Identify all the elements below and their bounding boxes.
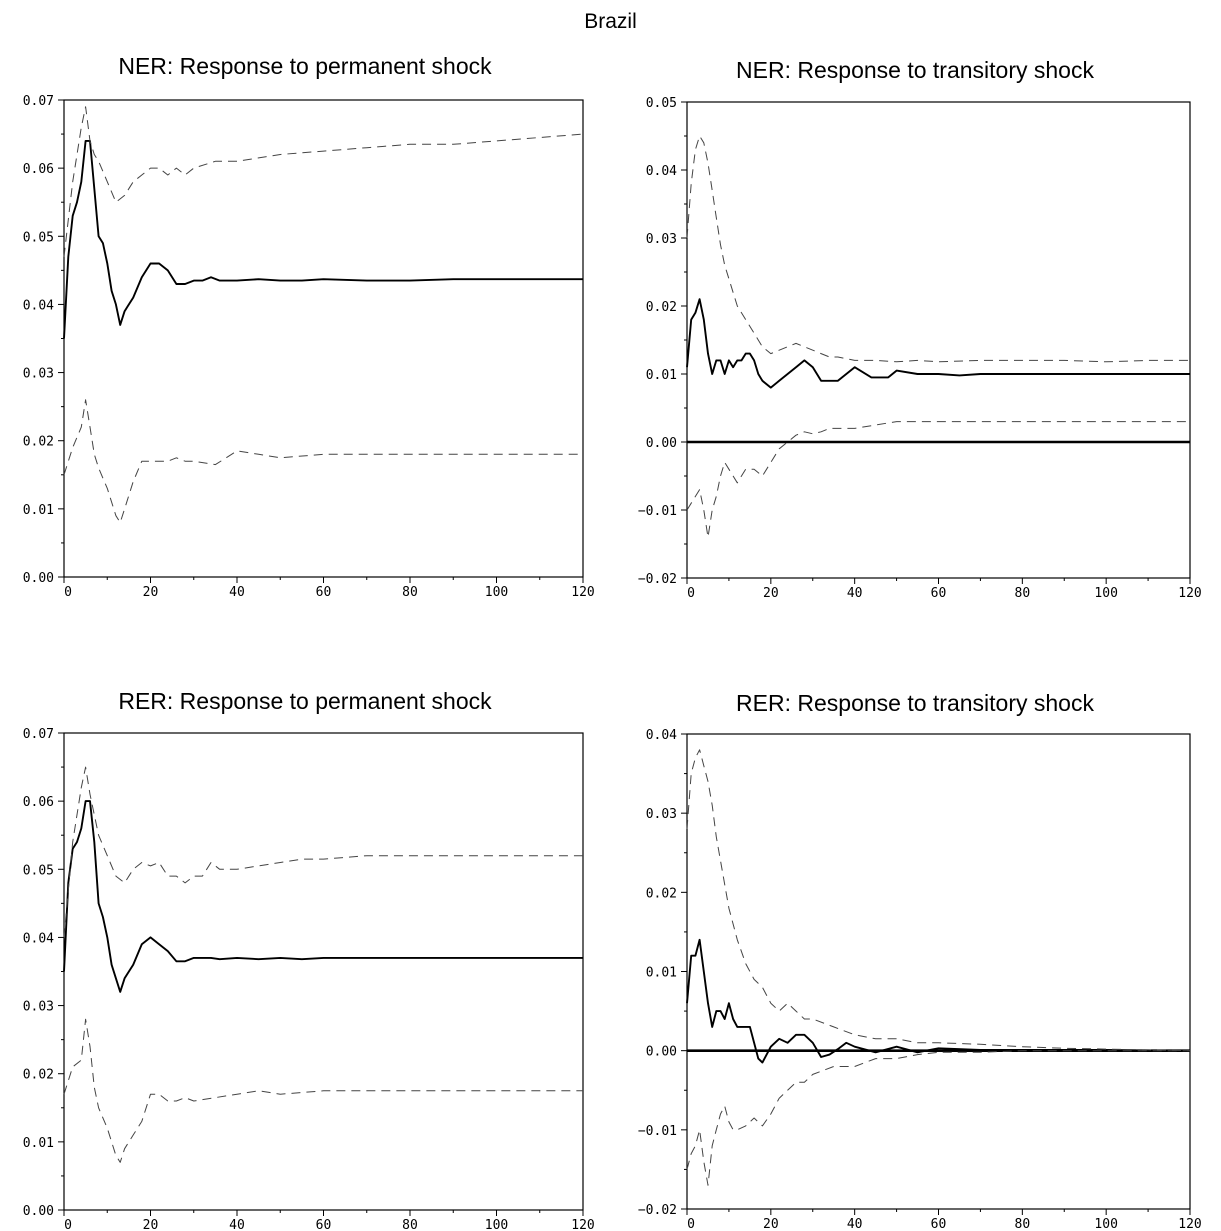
x-tick-label: 120 — [571, 1218, 594, 1231]
estimate-line — [686, 938, 1190, 1064]
plot-frame — [63, 99, 584, 578]
x-tick-label: 60 — [931, 586, 947, 601]
estimate-line — [63, 139, 583, 339]
y-tick-label: 0.02 — [646, 300, 677, 315]
upper-band-line — [63, 106, 584, 257]
x-tick-label: 20 — [143, 1218, 159, 1231]
upper-band-line — [63, 766, 583, 938]
y-tick-label: 0.07 — [23, 727, 54, 742]
y-tick-label: 0.05 — [23, 230, 54, 245]
y-tick-label: 0.03 — [23, 1000, 54, 1015]
chart-rer-transitory: −0.02 −0.01 0.00 0.01 0.02 0.03 0.04 0 20 40 60 80 1… — [638, 728, 1202, 1231]
x-tick-label: 100 — [485, 1218, 508, 1231]
y-tick-label: 0.00 — [23, 1204, 54, 1219]
y-tick-label: 0.07 — [23, 94, 54, 109]
x-tick-label: 0 — [687, 586, 695, 601]
y-tick-label: −0.01 — [638, 504, 677, 519]
page-title: Brazil — [584, 10, 637, 33]
x-tick-label: 80 — [402, 1218, 418, 1231]
chart-panel-ner-permanent: NER: Response to permanent shock 0.00 0.0… — [0, 0, 610, 600]
y-tick-label: 0.02 — [23, 435, 54, 450]
x-tick-label: 100 — [1094, 1217, 1117, 1231]
x-tick-label: 80 — [402, 585, 418, 600]
chart-ner-transitory: −0.02 −0.01 0.00 0.01 0.02 0.03 0.04 0.05 0 20 40 6… — [638, 96, 1202, 601]
y-tick-label: 0.01 — [23, 1136, 54, 1151]
x-tick-label: 20 — [763, 586, 779, 601]
x-tick-label: 0 — [687, 1217, 695, 1231]
x-tick-label: 100 — [485, 585, 508, 600]
x-tick-label: 100 — [1094, 586, 1117, 601]
y-tick-label: 0.01 — [646, 966, 677, 981]
chart-panel-rer-transitory: RER: Response to transitory shock −0.02−… — [610, 631, 1220, 1231]
y-tick-label: 0.04 — [646, 728, 677, 743]
x-tick-label: 120 — [1178, 586, 1201, 601]
y-tick-label: 0.00 — [646, 1045, 677, 1060]
y-tick-label: 0.05 — [23, 863, 54, 878]
plot-frame — [686, 101, 1191, 579]
x-tick-label: 80 — [1015, 586, 1031, 601]
plot-frame — [63, 732, 584, 1211]
x-tick-label: 60 — [931, 1217, 947, 1231]
y-tick-label: 0.04 — [23, 298, 54, 313]
chart-title: NER: Response to permanent shock — [118, 53, 492, 79]
y-tick-label: −0.02 — [638, 1203, 677, 1218]
y-tick-label: −0.01 — [638, 1124, 677, 1139]
lower-band-line — [63, 399, 583, 523]
lower-band-line — [686, 421, 1190, 538]
chart-panel-ner-transitory: NER: Response to transitory shock −0.02−… — [610, 0, 1220, 601]
x-tick-label: 20 — [763, 1217, 779, 1231]
chart-panel-rer-permanent: RER: Response to permanent shock 0.00 0.0… — [0, 631, 610, 1231]
y-tick-label: 0.04 — [646, 164, 677, 179]
y-tick-label: 0.06 — [23, 162, 54, 177]
x-tick-label: 0 — [64, 1218, 72, 1231]
x-tick-label: 40 — [229, 585, 245, 600]
x-tick-label: 60 — [316, 1218, 332, 1231]
estimate-line — [686, 298, 1190, 389]
y-tick-label: 0.00 — [646, 436, 677, 451]
x-tick-label: 40 — [847, 1217, 863, 1231]
plot-frame — [686, 733, 1191, 1210]
upper-band-line — [686, 749, 1191, 1052]
y-tick-label: 0.04 — [23, 931, 54, 946]
x-tick-label: 120 — [1178, 1217, 1201, 1231]
x-tick-label: 120 — [571, 585, 594, 600]
y-tick-label: 0.01 — [23, 503, 54, 518]
chart-rer-permanent: 0.00 0.01 0.02 0.03 0.04 0.05 0.06 0.07 0 20 40 60 8… — [23, 727, 595, 1231]
chart-title: RER: Response to permanent shock — [118, 688, 492, 714]
lower-band-line — [63, 1018, 583, 1163]
x-tick-label: 40 — [229, 1218, 245, 1231]
chart-title: NER: Response to transitory shock — [736, 57, 1094, 83]
lower-band-line — [686, 1050, 1190, 1186]
upper-band-line — [686, 135, 1190, 363]
y-tick-label: −0.02 — [638, 572, 677, 587]
chart-ner-permanent: 0.00 0.01 0.02 0.03 0.04 0.05 0.06 0.07 0 20 40 60 8… — [23, 94, 595, 600]
x-tick-label: 20 — [143, 585, 159, 600]
y-tick-label: 0.00 — [23, 571, 54, 586]
y-tick-label: 0.01 — [646, 368, 677, 383]
x-tick-label: 60 — [316, 585, 332, 600]
x-tick-label: 40 — [847, 586, 863, 601]
y-tick-label: 0.02 — [23, 1068, 54, 1083]
y-tick-label: 0.03 — [646, 232, 677, 247]
y-tick-label: 0.05 — [646, 96, 677, 111]
x-tick-label: 0 — [64, 585, 72, 600]
estimate-line — [63, 800, 583, 993]
y-tick-label: 0.03 — [646, 807, 677, 822]
y-tick-label: 0.02 — [646, 886, 677, 901]
chart-title: RER: Response to transitory shock — [736, 690, 1094, 716]
y-tick-label: 0.03 — [23, 367, 54, 382]
y-tick-label: 0.06 — [23, 795, 54, 810]
x-tick-label: 80 — [1015, 1217, 1031, 1231]
